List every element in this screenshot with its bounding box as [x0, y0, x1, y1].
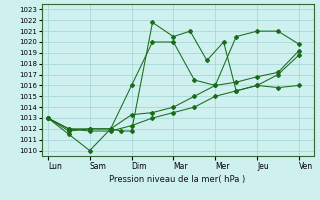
- X-axis label: Pression niveau de la mer( hPa ): Pression niveau de la mer( hPa ): [109, 175, 246, 184]
